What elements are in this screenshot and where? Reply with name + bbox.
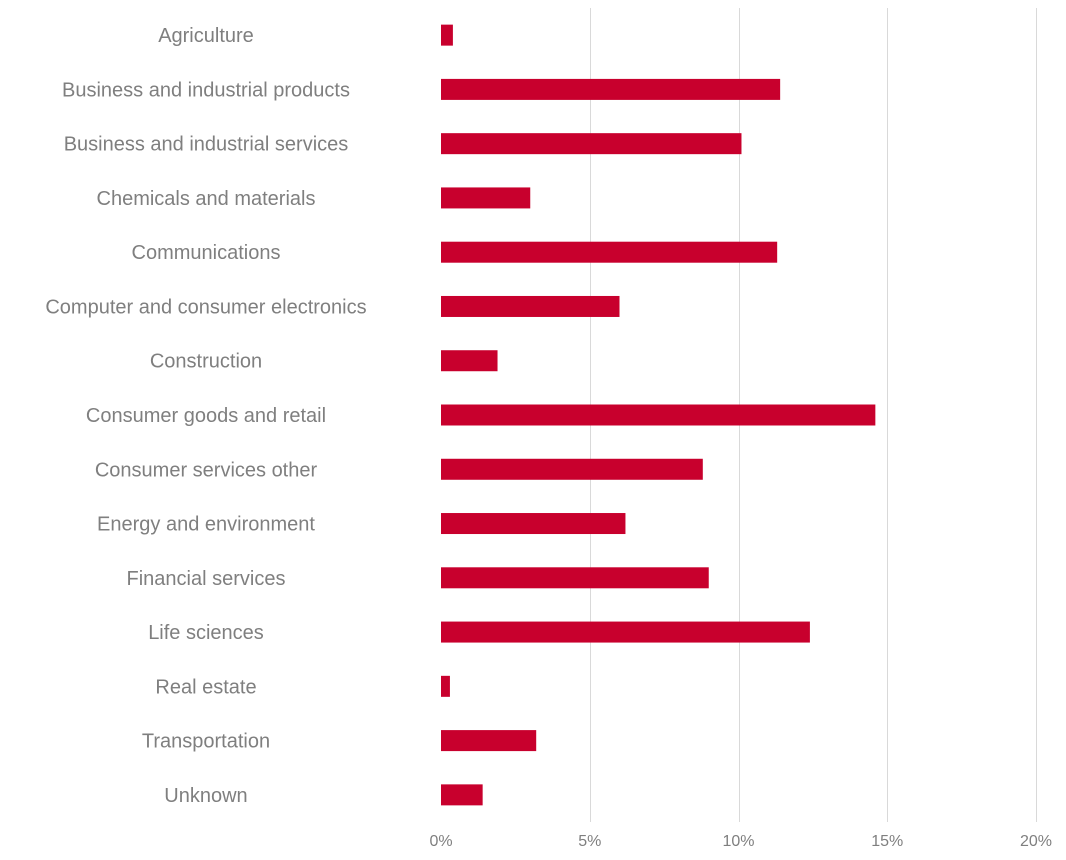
bar xyxy=(441,675,450,697)
category-label: Real estate xyxy=(155,676,256,698)
x-tick-label: 10% xyxy=(722,833,754,850)
bar xyxy=(441,404,876,426)
bar xyxy=(441,784,483,806)
bar xyxy=(441,78,781,100)
bar xyxy=(441,187,531,209)
bar xyxy=(441,241,778,263)
bar xyxy=(441,350,498,372)
category-label: Consumer goods and retail xyxy=(86,405,326,427)
bars xyxy=(441,24,876,806)
category-label: Business and industrial products xyxy=(62,79,350,101)
category-label: Financial services xyxy=(127,568,286,590)
x-tick-label: 5% xyxy=(578,833,601,850)
category-label: Life sciences xyxy=(148,622,264,644)
category-label: Chemicals and materials xyxy=(97,188,316,210)
category-label: Construction xyxy=(150,351,262,373)
category-label: Energy and environment xyxy=(97,514,315,536)
bar xyxy=(441,295,620,317)
category-label: Communications xyxy=(132,242,281,264)
category-labels: Agriculture Business and industrial produ… xyxy=(45,25,366,807)
bar xyxy=(441,621,810,643)
bar xyxy=(441,730,537,752)
bar xyxy=(441,133,742,155)
bar xyxy=(441,458,703,480)
category-label: Transportation xyxy=(142,731,270,753)
x-tick-label: 20% xyxy=(1020,833,1052,850)
category-label: Agriculture xyxy=(158,25,254,47)
category-label: Business and industrial services xyxy=(64,134,349,156)
bar xyxy=(441,567,709,589)
x-tick-label: 15% xyxy=(871,833,903,850)
category-label: Computer and consumer electronics xyxy=(45,296,366,318)
category-label: Consumer services other xyxy=(95,459,318,481)
x-tick-label: 0% xyxy=(429,833,452,850)
bar xyxy=(441,24,453,46)
x-axis-tick-labels: 0% 5% 10% 15% 20% xyxy=(429,833,1052,850)
bar xyxy=(441,513,626,535)
category-label: Unknown xyxy=(164,785,247,807)
